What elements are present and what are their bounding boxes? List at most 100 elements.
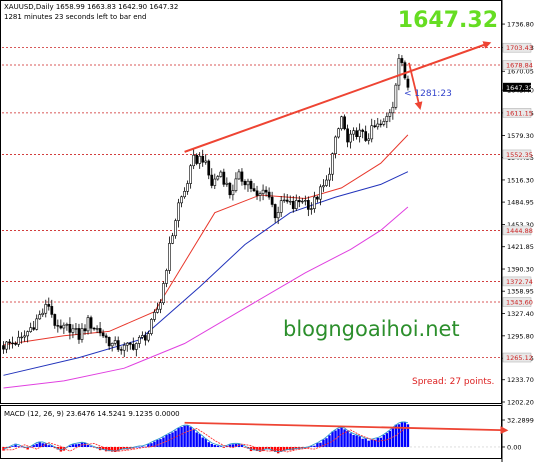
macd-histogram-bar	[337, 428, 340, 447]
macd-histogram-bar	[219, 446, 223, 447]
macd-histogram-bar	[116, 446, 120, 452]
candle-body	[364, 131, 368, 141]
macd-histogram-bar	[322, 439, 325, 447]
countdown-label: < 1281:23	[404, 89, 452, 99]
macd-histogram-bar	[252, 446, 256, 451]
candle-body	[406, 78, 410, 88]
macd-histogram-bar	[195, 432, 198, 447]
candle-body	[337, 128, 340, 138]
macd-histogram-bar	[355, 435, 358, 447]
candle-body	[125, 342, 129, 346]
ma-mid-line	[3, 171, 409, 376]
candle-body	[376, 123, 380, 128]
price-level-tag	[502, 42, 532, 53]
macd-histogram-bar	[319, 442, 322, 447]
macd-histogram-bar	[32, 445, 35, 447]
candle-body	[128, 342, 132, 345]
price-level-label: 1611.15	[506, 109, 533, 117]
candle-body	[237, 171, 241, 180]
y-tick-label: 1453.30	[507, 221, 534, 229]
macd-histogram-bar	[207, 442, 210, 447]
macd-histogram-bar	[68, 445, 72, 447]
candle-body	[303, 200, 307, 202]
candle-body	[273, 204, 277, 219]
candle-body	[44, 304, 48, 314]
price-level-tag	[502, 297, 532, 307]
macd-histogram-bar	[349, 433, 352, 447]
candle-body	[346, 128, 349, 143]
macd-histogram-bar	[240, 444, 244, 447]
candle-body	[279, 200, 283, 213]
macd-histogram-bar	[150, 443, 153, 447]
macd-histogram-bar	[8, 446, 11, 448]
candle-body	[165, 270, 168, 284]
macd-histogram-bar	[316, 442, 319, 447]
candle-body	[2, 345, 5, 350]
macd-histogram-bar	[153, 441, 156, 447]
candle-body	[168, 243, 171, 271]
y-tick-label: 1670.05	[507, 68, 534, 76]
macd-histogram-bar	[376, 437, 379, 447]
candle-body	[282, 199, 286, 202]
price-level-label: 1372.74	[506, 278, 533, 286]
macd-histogram-bar	[171, 432, 174, 447]
macd-histogram-bar	[11, 446, 14, 447]
macd-histogram-bar	[391, 428, 395, 447]
macd-histogram-bar	[367, 440, 370, 447]
candle-body	[195, 154, 199, 164]
y-tick-label: 1516.30	[507, 176, 534, 184]
candle-body	[246, 180, 250, 186]
macd-histogram-bar	[56, 446, 60, 450]
macd-histogram-bar	[17, 446, 20, 447]
macd-histogram-bar	[228, 444, 232, 447]
candle-body	[370, 125, 374, 140]
macd-histogram-bar	[264, 446, 268, 450]
candle-body	[328, 173, 331, 181]
price-level-label: 1444.88	[506, 227, 533, 235]
macd-histogram-bar	[352, 434, 355, 447]
ma-fast-line	[3, 134, 409, 346]
candle-body	[391, 106, 395, 114]
candle-body	[89, 317, 93, 329]
price-level-label: 1703.43	[506, 44, 533, 52]
candle-body	[56, 325, 60, 327]
candle-body	[340, 116, 343, 130]
candle-body	[189, 165, 192, 184]
price-level-tag	[502, 225, 532, 236]
candle-body	[276, 212, 280, 219]
candle-body	[35, 318, 39, 330]
candle-body	[385, 116, 389, 122]
candle-body	[159, 302, 162, 310]
candle-body	[373, 125, 377, 128]
candle-body	[349, 133, 352, 143]
macd-histogram-bar	[53, 446, 57, 449]
macd-histogram-bar	[14, 443, 17, 447]
macd-histogram-bar	[35, 443, 38, 447]
candle-body	[171, 235, 174, 244]
candle-body	[104, 335, 108, 338]
macd-histogram-bar	[141, 446, 144, 448]
candle-body	[252, 188, 256, 192]
macd-histogram-bar	[104, 446, 108, 452]
candle-body	[358, 129, 362, 137]
macd-histogram-bar	[38, 441, 41, 447]
price-level-label: 1265.12	[506, 354, 533, 362]
candle-body	[216, 176, 220, 180]
macd-histogram-bar	[313, 445, 316, 447]
candle-body	[288, 200, 292, 203]
macd-histogram-bar	[180, 427, 183, 447]
candle-body	[213, 178, 217, 186]
y-tick-label: 1736.80	[507, 21, 534, 29]
candle-body	[122, 344, 126, 351]
candle-body	[11, 342, 14, 345]
candle-body	[23, 335, 26, 338]
macd-histogram-bar	[74, 444, 78, 447]
y-tick-label: 1202.20	[507, 399, 534, 407]
macd-trend-arrow	[184, 421, 509, 435]
candle-body	[14, 342, 17, 345]
spread-label: Spread: 27 points.	[412, 377, 494, 387]
candle-body	[270, 196, 274, 205]
candle-body	[156, 308, 159, 313]
macd-histogram-bar	[243, 446, 247, 448]
